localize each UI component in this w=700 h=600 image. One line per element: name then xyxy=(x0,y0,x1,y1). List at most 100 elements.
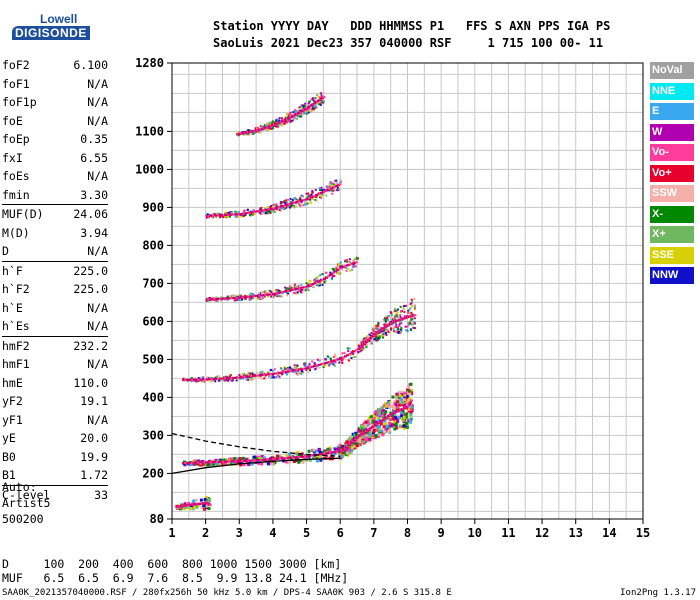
echo-point xyxy=(380,330,383,333)
echo-point xyxy=(338,188,341,191)
echo-point xyxy=(285,367,288,370)
echo-point xyxy=(409,401,413,404)
echo-point xyxy=(286,205,289,208)
echo-point xyxy=(237,215,240,218)
echo-point xyxy=(304,289,307,292)
echo-point xyxy=(303,112,306,115)
echo-point xyxy=(405,412,409,416)
param-row: foF1p N/A xyxy=(2,93,108,112)
echo-point xyxy=(186,461,190,464)
echo-point xyxy=(283,204,287,207)
echo-point xyxy=(263,126,266,129)
echo-point xyxy=(319,103,322,106)
echo-point xyxy=(337,272,340,275)
echo-point xyxy=(253,459,257,462)
echo-point xyxy=(320,452,324,455)
echo-point xyxy=(403,396,407,400)
echo-point xyxy=(289,456,293,459)
echo-point xyxy=(410,329,413,332)
echo-point xyxy=(239,377,242,380)
echo-point xyxy=(393,325,396,328)
echo-point xyxy=(206,213,209,216)
echo-point xyxy=(380,428,384,432)
echo-point xyxy=(243,372,246,375)
echo-point xyxy=(215,212,218,215)
echo-point xyxy=(249,378,252,381)
echo-point xyxy=(317,363,321,366)
echo-point xyxy=(316,94,319,97)
echo-point xyxy=(310,98,313,101)
echo-point xyxy=(224,211,227,214)
echo-point xyxy=(293,117,296,120)
echo-point xyxy=(235,379,238,382)
echo-point xyxy=(358,343,361,346)
echo-point xyxy=(242,463,246,467)
echo-point xyxy=(276,454,280,458)
echo-point xyxy=(360,348,363,351)
echo-point xyxy=(298,371,301,374)
echo-point xyxy=(296,200,300,203)
echo-point xyxy=(288,289,292,292)
echo-point xyxy=(270,458,274,461)
echo-point xyxy=(335,358,339,361)
param-row: yF1 N/A xyxy=(2,411,108,430)
echo-point xyxy=(269,375,272,378)
echo-point xyxy=(376,325,379,328)
echo-point xyxy=(320,94,323,97)
param-name: M(D) xyxy=(2,225,30,240)
echo-point xyxy=(380,332,383,335)
echo-point xyxy=(273,294,276,297)
echo-point xyxy=(293,366,296,369)
echo-point xyxy=(408,308,411,311)
echo-point xyxy=(263,373,267,376)
echo-point xyxy=(315,459,319,463)
echo-point xyxy=(396,417,400,421)
echo-point xyxy=(344,442,348,446)
echo-point xyxy=(350,449,354,453)
echo-point xyxy=(234,215,237,218)
echo-point xyxy=(232,376,236,379)
echo-point xyxy=(259,375,262,378)
echo-point xyxy=(285,206,288,209)
param-name: h`F2 xyxy=(2,282,30,296)
echo-point xyxy=(299,199,303,202)
echo-point xyxy=(259,209,263,212)
echo-point xyxy=(313,365,317,368)
echo-point xyxy=(301,371,304,374)
echo-point xyxy=(370,341,373,344)
echo-point xyxy=(215,298,219,301)
echo-point xyxy=(409,382,413,386)
echo-point xyxy=(276,372,280,375)
echo-point xyxy=(278,457,282,460)
y-tick-label: 1100 xyxy=(135,124,164,138)
echo-point xyxy=(254,457,258,461)
echo-point xyxy=(399,390,403,394)
parameter-list: foF2 6.100 foF1 N/A foF1p N/A foE N/A foEp 0.35 fx… xyxy=(2,56,108,504)
echo-point xyxy=(394,416,398,420)
echo-point xyxy=(311,195,315,198)
echo-point xyxy=(271,122,274,125)
echo-point xyxy=(284,460,288,464)
echo-point xyxy=(273,368,276,371)
echo-point xyxy=(325,452,329,455)
echo-point xyxy=(272,375,275,378)
echo-point xyxy=(286,458,290,462)
echo-point xyxy=(398,323,401,326)
echo-point xyxy=(289,202,293,205)
echo-point xyxy=(267,208,271,211)
echo-point xyxy=(400,418,404,422)
echo-point xyxy=(324,279,327,282)
echo-point xyxy=(298,289,301,292)
param-value: N/A xyxy=(87,412,108,427)
echo-point xyxy=(250,297,253,300)
echo-point xyxy=(305,112,308,115)
echo-point xyxy=(366,439,370,443)
echo-point xyxy=(272,209,275,212)
echo-point xyxy=(334,184,337,187)
echo-point xyxy=(328,360,332,363)
echo-point xyxy=(228,297,232,300)
echo-point xyxy=(365,346,368,349)
echo-point xyxy=(227,457,231,461)
echo-point xyxy=(379,422,383,426)
echo-point xyxy=(182,377,185,380)
